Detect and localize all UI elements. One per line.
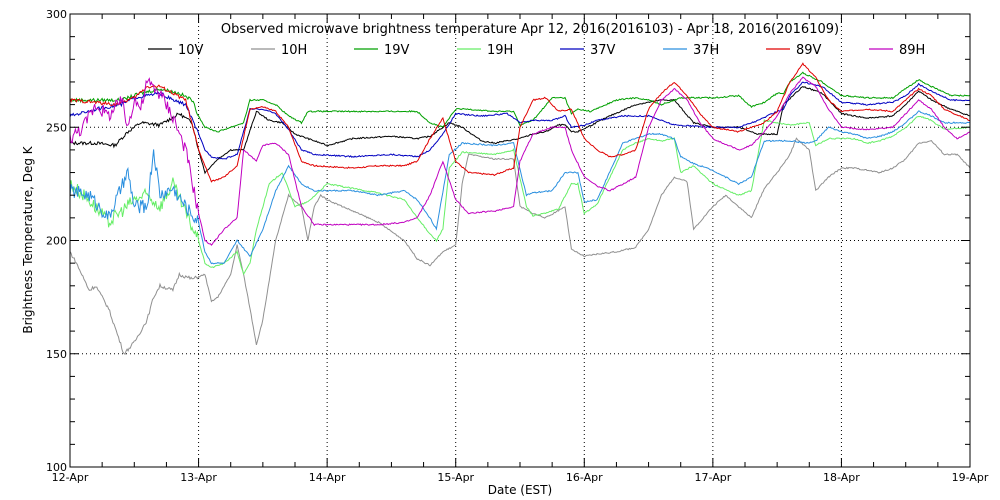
legend-label-19h: 19H: [487, 43, 513, 58]
series-line-37v: [69, 81, 971, 160]
legend-label-37v: 37V: [590, 43, 616, 58]
y-axis-title: Brightness Temperature, Deg K: [21, 145, 35, 333]
y-tick-label: 150: [46, 348, 67, 361]
series-line-10h: [69, 137, 971, 356]
series-line-19h: [69, 115, 971, 276]
y-tick-label: 300: [46, 8, 67, 21]
legend-label-89v: 89V: [796, 43, 822, 58]
series-group: [69, 62, 971, 356]
series-line-89v: [69, 62, 970, 183]
x-tick-label: 12-Apr: [52, 471, 89, 484]
legend: 10V 10H 19V 19H 37V 37H 89V 89H: [148, 43, 925, 58]
x-tick-label: 14-Apr: [309, 471, 346, 484]
series-line-19v: [69, 71, 971, 133]
series-line-37h: [69, 110, 971, 265]
series-line-89h: [69, 76, 971, 246]
axis-ticks: 100 150 200 250 300 12-Apr 13-Apr 14-Apr 15-Apr 1…: [46, 8, 989, 484]
y-tick-label: 100: [46, 461, 67, 474]
x-axis-title: Date (EST): [488, 483, 552, 497]
x-tick-label: 16-Apr: [566, 471, 603, 484]
x-tick-label: 19-Apr: [952, 471, 989, 484]
x-tick-label: 17-Apr: [694, 471, 731, 484]
x-tick-label: 15-Apr: [437, 471, 474, 484]
legend-label-89h: 89H: [899, 43, 925, 58]
legend-label-19v: 19V: [384, 43, 410, 58]
legend-label-37h: 37H: [693, 43, 719, 58]
chart-title: Observed microwave brightness temperatur…: [221, 22, 839, 37]
x-tick-label: 18-Apr: [823, 471, 860, 484]
x-tick-label: 13-Apr: [180, 471, 217, 484]
y-tick-label: 250: [46, 121, 67, 134]
legend-label-10h: 10H: [281, 43, 307, 58]
y-tick-label: 200: [46, 235, 67, 248]
legend-label-10v: 10V: [178, 43, 204, 58]
